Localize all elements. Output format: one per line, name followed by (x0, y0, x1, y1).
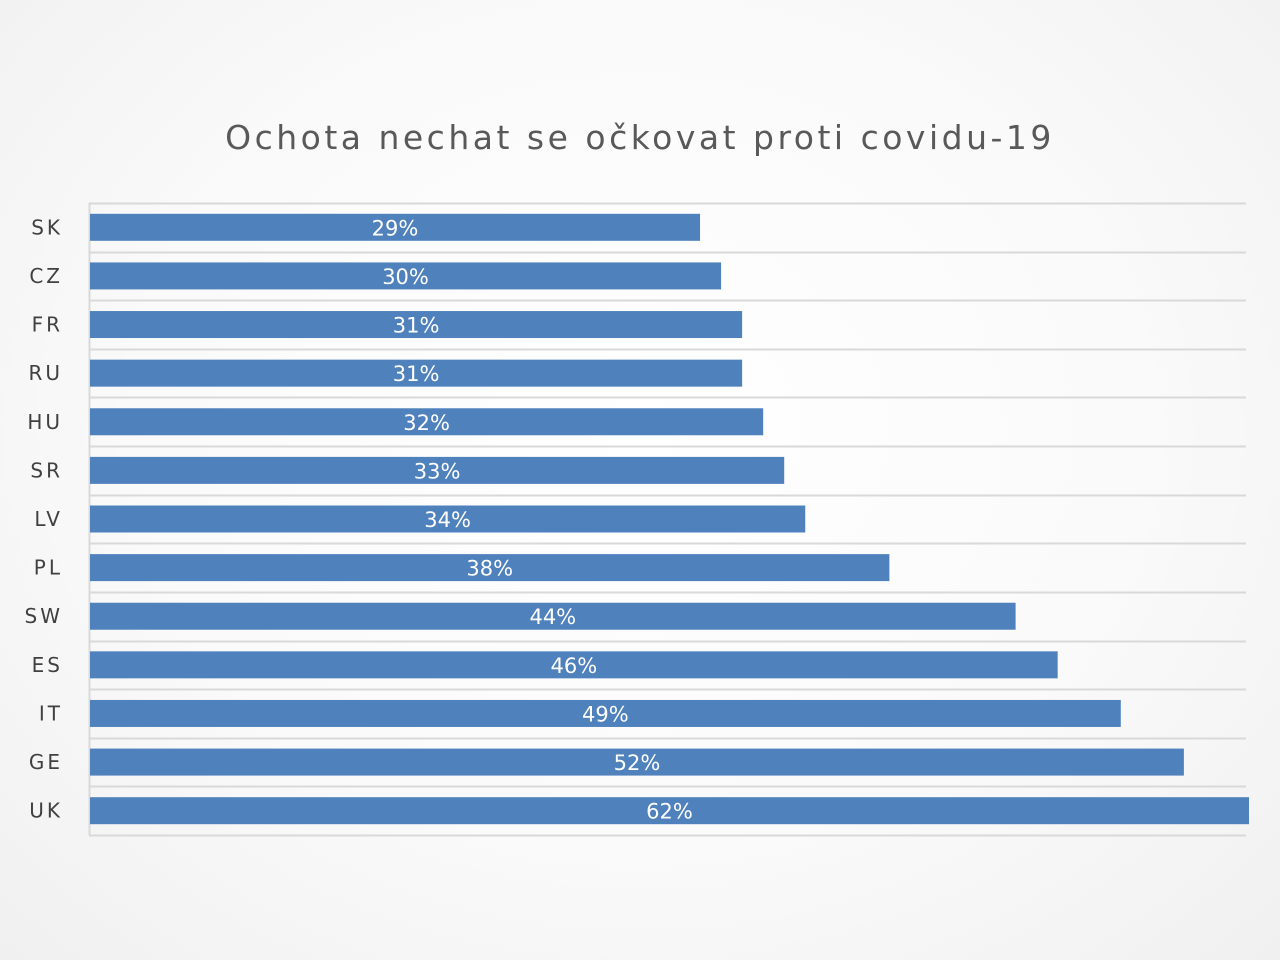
data-label: 31% (393, 314, 440, 338)
bar-sk (90, 213, 701, 241)
data-label: 30% (382, 265, 429, 289)
bar-fr (90, 311, 743, 339)
data-label: 34% (424, 508, 471, 532)
bar-ru (90, 359, 743, 387)
bar-ge (90, 748, 1184, 776)
bar-hu (90, 408, 764, 436)
data-label: 32% (403, 411, 450, 435)
category-label: SW (25, 604, 63, 628)
bar-uk (90, 797, 1249, 825)
category-label: SK (31, 215, 63, 239)
data-label: 33% (414, 459, 461, 483)
data-label: 44% (529, 605, 576, 629)
category-label: HU (27, 410, 63, 434)
data-label: 46% (550, 654, 597, 678)
data-label: 29% (372, 216, 419, 240)
bar-cz (90, 262, 722, 290)
category-label: RU (28, 361, 63, 385)
data-label: 52% (614, 751, 661, 775)
bar-sw (90, 602, 1016, 630)
category-label: ES (32, 653, 63, 677)
category-label: SR (30, 458, 63, 482)
category-label: CZ (29, 264, 63, 288)
data-label: 62% (646, 800, 693, 824)
data-label: 31% (393, 362, 440, 386)
category-label: PL (34, 556, 63, 580)
data-label: 38% (466, 557, 513, 581)
bar-es (90, 651, 1058, 679)
category-label: IT (39, 701, 63, 725)
category-label: GE (29, 750, 63, 774)
bar-sr (90, 456, 785, 484)
bar-lv (90, 505, 806, 533)
category-label: UK (29, 799, 63, 823)
bar-pl (90, 554, 890, 582)
data-label: 49% (582, 702, 629, 726)
category-label: LV (34, 507, 63, 531)
chart-title: Ochota nechat se očkovat proti covidu-19 (225, 118, 1055, 157)
bar-it (90, 699, 1121, 727)
category-label: FR (32, 313, 63, 337)
